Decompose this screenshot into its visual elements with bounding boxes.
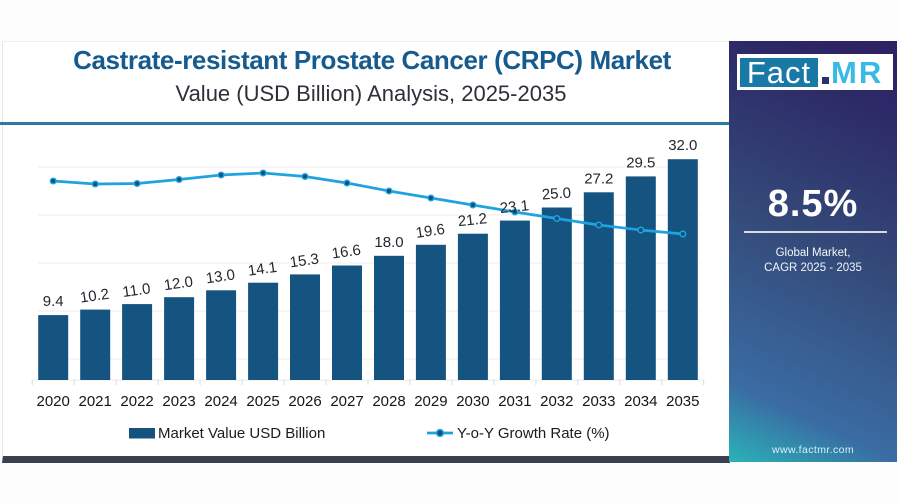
svg-text:2034: 2034 [624, 393, 657, 410]
svg-text:14.1: 14.1 [247, 259, 278, 280]
svg-text:9.4: 9.4 [43, 293, 64, 310]
svg-text:18.0: 18.0 [374, 234, 403, 251]
svg-text:12.0: 12.0 [163, 273, 194, 294]
svg-text:13.0: 13.0 [205, 266, 236, 287]
svg-text:2023: 2023 [162, 393, 195, 410]
svg-text:2030: 2030 [456, 393, 489, 410]
svg-text:2021: 2021 [79, 393, 112, 410]
svg-text:10.2: 10.2 [79, 286, 110, 307]
svg-text:2035: 2035 [666, 393, 699, 410]
svg-text:32.0: 32.0 [668, 137, 697, 154]
svg-text:23.1: 23.1 [499, 197, 530, 217]
svg-text:21.2: 21.2 [457, 210, 488, 230]
svg-text:25.0: 25.0 [541, 185, 571, 204]
svg-text:2024: 2024 [204, 393, 237, 410]
svg-text:2028: 2028 [372, 393, 405, 410]
svg-text:16.6: 16.6 [331, 242, 362, 263]
svg-text:2026: 2026 [288, 393, 321, 410]
svg-text:2020: 2020 [37, 393, 70, 410]
svg-text:2033: 2033 [582, 393, 615, 410]
svg-text:Market Value USD Billion: Market Value USD Billion [158, 425, 325, 442]
svg-text:11.0: 11.0 [121, 280, 151, 301]
svg-text:27.2: 27.2 [584, 170, 613, 187]
svg-text:15.3: 15.3 [289, 250, 320, 271]
svg-text:2029: 2029 [414, 393, 447, 410]
svg-text:2031: 2031 [498, 393, 531, 410]
svg-text:19.6: 19.6 [415, 221, 446, 242]
svg-text:2022: 2022 [120, 393, 153, 410]
svg-text:2027: 2027 [330, 393, 363, 410]
svg-text:2032: 2032 [540, 393, 573, 410]
svg-text:Y-o-Y Growth Rate (%): Y-o-Y Growth Rate (%) [457, 425, 610, 442]
svg-text:29.5: 29.5 [626, 154, 655, 171]
svg-text:2025: 2025 [246, 393, 279, 410]
